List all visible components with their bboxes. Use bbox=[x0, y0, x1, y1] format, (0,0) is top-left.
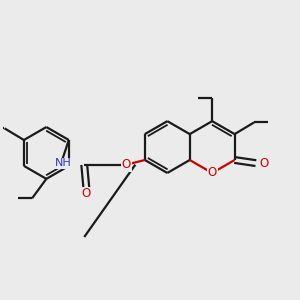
Text: NH: NH bbox=[55, 158, 71, 169]
Text: O: O bbox=[260, 157, 269, 169]
Text: O: O bbox=[82, 188, 91, 200]
Text: O: O bbox=[122, 158, 131, 171]
Text: O: O bbox=[208, 167, 217, 179]
